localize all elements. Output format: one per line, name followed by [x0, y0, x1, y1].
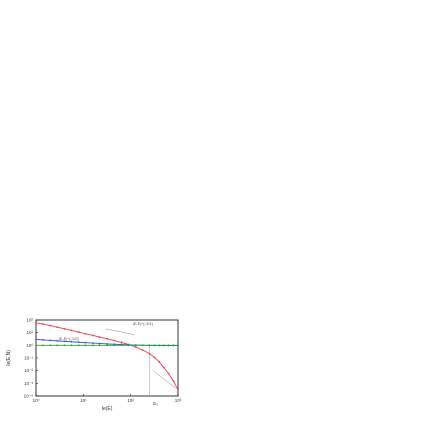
- data-point-red: [49, 324, 52, 327]
- data-point-green: [153, 344, 156, 347]
- data-point-blue: [77, 341, 80, 344]
- data-point-green: [77, 344, 80, 347]
- data-point-green: [177, 344, 179, 347]
- annotation-label: |E-E|^{-3/4}: [133, 321, 154, 326]
- data-point-green: [162, 344, 165, 347]
- data-point-blue: [98, 342, 101, 345]
- data-point-green: [63, 344, 66, 347]
- data-point-red: [106, 337, 109, 340]
- data-point-green: [167, 344, 170, 347]
- data-point-red: [134, 346, 137, 348]
- data-point-green: [172, 344, 175, 347]
- x-tick-label: 10⁰: [33, 398, 40, 403]
- y-tick-label: 10⁻¹: [24, 356, 33, 361]
- data-point-red: [77, 331, 80, 334]
- vertical-marker-label: E₀: [153, 401, 158, 406]
- data-point-red: [70, 329, 73, 332]
- y-tick-label: 10⁻²: [24, 368, 33, 373]
- data-point-blue: [92, 342, 94, 345]
- data-point-green: [56, 344, 59, 347]
- data-point-blue: [84, 341, 87, 344]
- slope-guide: [153, 370, 176, 389]
- data-point-red: [162, 366, 165, 369]
- x-tick-label: 10²: [127, 398, 134, 403]
- data-point-red: [63, 327, 66, 330]
- x-tick-label: 10³: [175, 398, 182, 403]
- data-point-red: [153, 356, 156, 359]
- data-point-red: [158, 360, 161, 363]
- data-point-red: [113, 339, 116, 342]
- slope-guide: [105, 328, 135, 335]
- data-point-green: [92, 344, 94, 347]
- y-tick-label: 10²: [26, 318, 33, 323]
- data-point-blue: [35, 338, 37, 341]
- data-point-blue: [70, 340, 73, 343]
- data-point-red: [167, 372, 170, 375]
- data-point-blue: [106, 342, 109, 345]
- x-axis-label: Ie(E): [102, 406, 113, 412]
- data-point-red: [98, 336, 101, 338]
- data-point-green: [98, 344, 101, 347]
- data-point-blue: [63, 340, 66, 343]
- data-point-green: [49, 344, 52, 347]
- y-tick-label: 10⁰: [26, 343, 33, 348]
- data-point-red: [148, 352, 151, 355]
- data-point-red: [120, 341, 123, 344]
- data-point-green: [148, 344, 151, 347]
- data-point-green: [134, 344, 137, 347]
- data-point-red: [172, 380, 175, 383]
- data-point-green: [106, 344, 109, 347]
- data-point-green: [35, 344, 37, 347]
- data-point-green: [120, 344, 123, 347]
- data-point-red: [141, 349, 144, 352]
- data-point-red: [35, 321, 37, 324]
- data-point-green: [158, 344, 161, 347]
- x-tick-label: 10¹: [80, 398, 87, 403]
- y-tick-label: 10⁻⁴: [24, 394, 33, 399]
- annotation-label: |E-E|^{-1/2}: [59, 336, 80, 341]
- data-point-red: [56, 326, 59, 329]
- data-point-green: [141, 344, 144, 347]
- y-tick-label: 10¹: [26, 330, 33, 335]
- y-axis-label: Ie(E,N): [6, 350, 12, 366]
- data-point-blue: [56, 339, 59, 342]
- data-point-red: [92, 334, 94, 337]
- series-line-red: [35, 322, 179, 391]
- data-point-green: [127, 344, 130, 347]
- data-point-red: [177, 389, 179, 391]
- data-point-blue: [49, 339, 52, 342]
- data-point-green: [42, 344, 44, 347]
- data-point-green: [70, 344, 73, 347]
- y-tick-label: 10⁻³: [24, 381, 33, 386]
- data-point-blue: [42, 338, 44, 341]
- data-point-green: [84, 344, 87, 347]
- plot-frame: [35, 319, 179, 397]
- data-point-red: [42, 323, 44, 325]
- data-point-green: [113, 344, 116, 347]
- data-point-red: [84, 332, 87, 335]
